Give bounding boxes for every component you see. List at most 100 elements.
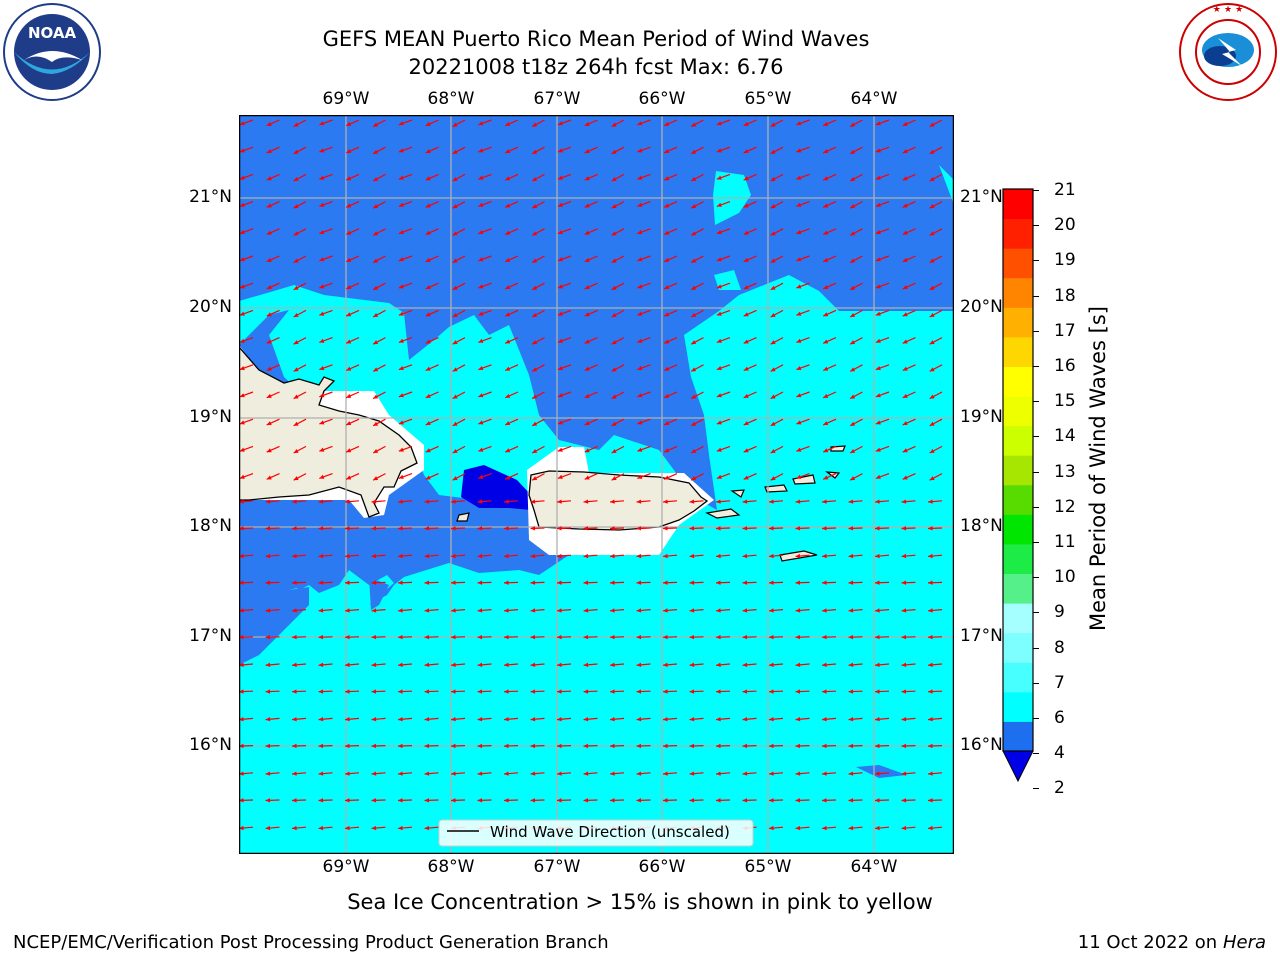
mona-island <box>456 512 470 522</box>
wind-wave-arrow-head <box>742 771 748 776</box>
wind-wave-arrow-head <box>557 284 563 289</box>
wind-wave-arrow-head <box>663 717 668 722</box>
wind-wave-arrow-head <box>636 580 642 585</box>
wind-wave-arrow-head <box>583 580 589 585</box>
wind-wave-arrow-head <box>848 580 854 585</box>
wind-wave-arrow-head <box>557 447 563 452</box>
wind-wave-arrow-head <box>850 421 856 426</box>
wind-wave-arrow-head <box>716 338 722 343</box>
wind-wave-arrow-head <box>346 475 352 480</box>
wind-wave-arrow-head <box>743 339 749 344</box>
wind-wave-arrow-head <box>266 421 272 426</box>
wind-wave-arrow-head <box>451 608 456 613</box>
wind-wave-arrow-head <box>398 257 404 262</box>
wind-wave-arrow-head <box>663 499 668 504</box>
colorbar-tick-label: 9 <box>1054 602 1065 623</box>
wind-wave-arrow-head <box>557 175 563 180</box>
wind-wave-arrow-head <box>266 203 272 208</box>
wind-wave-arrow-head <box>848 526 854 531</box>
wind-wave-arrow-head <box>292 608 297 613</box>
wind-wave-arrow-head <box>584 448 590 453</box>
wind-wave-arrow-head <box>371 499 377 504</box>
wind-wave-arrow-head <box>265 717 271 722</box>
wind-wave-arrow-head <box>478 474 484 479</box>
wind-wave-arrow-head <box>318 553 324 559</box>
colorbar-tick-mark <box>1033 401 1039 403</box>
wind-wave-arrow-head <box>848 743 854 749</box>
wind-wave-arrow-head <box>689 771 695 776</box>
wind-wave-arrow-head <box>532 285 538 290</box>
wind-wave-arrow-head <box>610 580 615 585</box>
wind-wave-arrow-head <box>451 689 456 694</box>
colorbar-extend-triangle <box>1002 750 1034 783</box>
lat-tick-right: 21°N <box>960 187 1003 207</box>
lon-tick-top: 68°W <box>427 89 475 109</box>
wind-wave-arrow-head <box>557 393 563 398</box>
wind-wave-arrow-head <box>292 526 297 531</box>
wind-wave-arrow-head <box>478 366 484 371</box>
wind-wave-arrow-head <box>319 202 325 207</box>
wind-wave-arrow-head <box>742 580 748 585</box>
wind-wave-arrow-head <box>901 771 907 776</box>
wind-wave-arrow-head <box>823 366 829 371</box>
wind-wave-arrow-head <box>742 743 748 749</box>
wind-wave-arrow-head <box>478 284 484 289</box>
wind-wave-arrow-head <box>505 421 511 426</box>
lat-tick-left: 17°N <box>189 626 232 646</box>
wind-wave-arrow-head <box>691 258 697 263</box>
wind-wave-arrow-head <box>770 340 776 345</box>
wind-wave-arrow-head <box>425 203 431 208</box>
wind-wave-arrow-head <box>822 717 827 722</box>
colorbar-tick-label: 2 <box>1054 778 1065 799</box>
wind-wave-arrow-head <box>610 608 615 613</box>
wind-wave-arrow-head <box>239 662 244 667</box>
wind-wave-arrow-head <box>875 338 881 343</box>
wind-wave-arrow-head <box>636 771 642 776</box>
wind-wave-arrow-head <box>584 176 590 181</box>
wind-wave-arrow-head <box>848 499 854 504</box>
wind-wave-arrow-head <box>742 608 748 613</box>
lon-tick-bottom: 66°W <box>638 857 686 877</box>
wind-wave-arrow-head <box>770 149 776 154</box>
wind-wave-arrow-head <box>346 339 352 344</box>
wind-wave-arrow-head <box>636 662 642 667</box>
wind-wave-arrow-head <box>637 284 643 289</box>
colorbar-tick-mark <box>1033 612 1039 614</box>
colorbar-segment <box>1003 307 1033 338</box>
wind-wave-arrow-head <box>424 825 430 831</box>
wind-wave-arrow-head <box>716 689 721 694</box>
wind-wave-arrow-head <box>557 311 563 316</box>
wind-wave-arrow-head <box>743 230 749 235</box>
wind-wave-arrow-head <box>293 176 299 181</box>
wind-wave-arrow-head <box>583 526 589 531</box>
wind-wave-arrow-head <box>611 367 617 372</box>
wind-wave-arrow-head <box>611 340 617 345</box>
wind-wave-arrow-head <box>532 231 538 236</box>
wind-wave-arrow-head <box>265 580 271 585</box>
colorbar-tick-mark <box>1033 753 1039 755</box>
wind-wave-arrow-head <box>239 499 244 504</box>
wind-wave-arrow-head <box>346 230 352 235</box>
wind-wave-arrow-head <box>583 608 589 613</box>
wind-wave-arrow-head <box>424 526 430 531</box>
wind-wave-arrow-head <box>504 689 509 694</box>
lat-tick-left: 18°N <box>189 516 232 536</box>
colorbar-segment <box>1003 248 1033 279</box>
ocean-below-2-region <box>461 465 531 510</box>
wind-wave-arrow-head <box>691 394 697 399</box>
wind-wave-arrow-head <box>823 393 829 398</box>
wind-wave-arrow-head <box>425 257 431 262</box>
wind-wave-arrow-head <box>637 121 643 126</box>
wind-wave-arrow-head <box>769 499 774 504</box>
wind-wave-arrow-head <box>530 743 536 749</box>
wind-wave-arrow-head <box>373 176 379 181</box>
wind-wave-arrow-head <box>584 257 590 262</box>
wind-wave-arrow-head <box>557 257 563 262</box>
wind-wave-arrow-head <box>928 634 933 640</box>
wind-wave-arrow-head <box>371 553 377 559</box>
wind-wave-arrow-head <box>239 148 245 153</box>
colorbar-tick-label: 15 <box>1054 391 1076 412</box>
wind-wave-arrow-head <box>452 176 458 181</box>
wind-wave-arrow-head <box>371 608 377 613</box>
wind-wave-arrow-head <box>319 338 325 343</box>
